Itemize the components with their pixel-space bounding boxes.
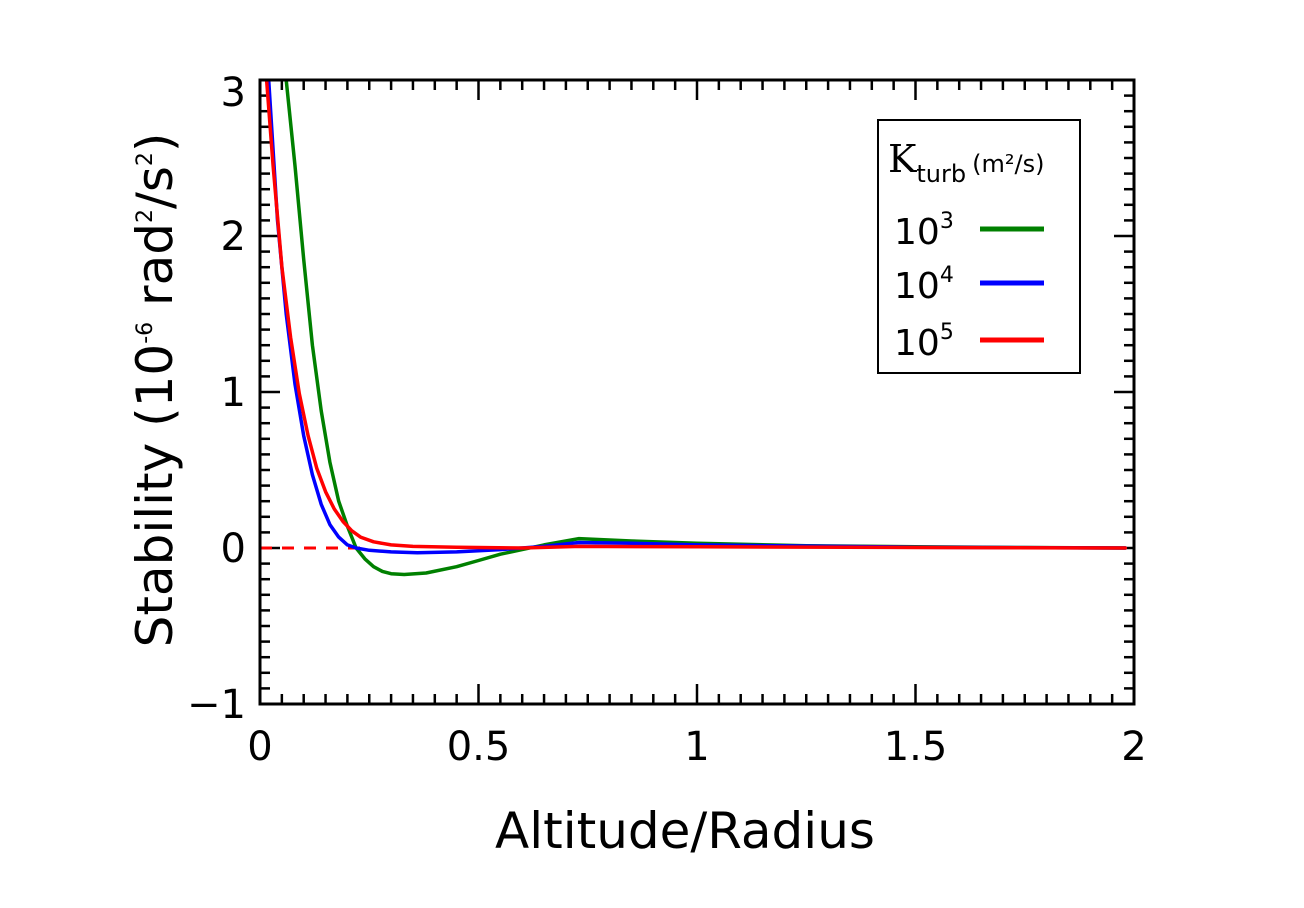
series-line-1e5 <box>264 80 1128 550</box>
y-tick-label: 2 <box>221 214 246 260</box>
legend-entry-label: 103 <box>894 209 954 253</box>
y-tick-label: 1 <box>221 370 246 416</box>
y-axis-title-mid2: /s <box>126 166 184 209</box>
tick-marks <box>258 78 1136 706</box>
legend-box <box>877 119 1081 374</box>
y-axis-title-prefix: Stability (10 <box>126 344 184 648</box>
y-axis-title-suffix: ) <box>126 133 184 153</box>
legend: Kturb (m²/s) 103 104 105 <box>877 119 1081 374</box>
y-tick-label: 0 <box>221 526 246 572</box>
y-axis-title-mid: rad <box>126 223 184 322</box>
legend-title-units: (m²/s) <box>972 150 1044 178</box>
series-lines <box>264 80 1128 577</box>
x-tick-label: 1 <box>684 724 709 770</box>
plot-frame <box>258 78 1136 706</box>
y-tick-label: −1 <box>187 682 246 728</box>
y-axis-title-exp: -6 <box>133 322 158 344</box>
y-tick-label: 3 <box>221 70 246 116</box>
legend-entry-label: 105 <box>894 320 954 364</box>
y-axis-title: Stability (10-6 rad2/s2) <box>126 133 184 648</box>
x-tick-label: 0 <box>247 724 272 770</box>
legend-entry-label: 104 <box>894 263 954 307</box>
y-axis-title-exp3: 2 <box>133 152 158 166</box>
x-tick-label: 2 <box>1121 724 1146 770</box>
legend-title-main: K <box>888 137 917 181</box>
x-axis-title: Altitude/Radius <box>495 802 875 860</box>
series-line-1e4 <box>266 80 1128 555</box>
series-line-1e3 <box>284 80 1128 577</box>
y-axis-title-exp2: 2 <box>133 209 158 223</box>
x-tick-label: 1.5 <box>884 724 948 770</box>
legend-title-sub: turb <box>916 160 966 188</box>
legend-title: Kturb (m²/s) <box>888 137 1044 188</box>
x-tick-label: 0.5 <box>447 724 511 770</box>
